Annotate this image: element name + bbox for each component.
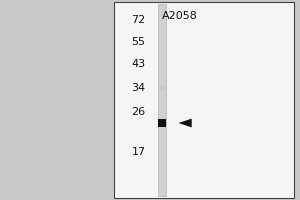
Text: 55: 55 [131,37,146,47]
Text: 34: 34 [131,83,146,93]
Polygon shape [178,119,192,127]
Text: 26: 26 [131,107,146,117]
Text: 17: 17 [131,147,146,157]
Text: A2058: A2058 [162,11,198,21]
Text: 43: 43 [131,59,146,69]
Bar [158,119,166,127]
Bar [158,4,166,196]
Bar [114,2,294,198]
Text: 72: 72 [131,15,146,25]
Bar [158,86,166,90]
